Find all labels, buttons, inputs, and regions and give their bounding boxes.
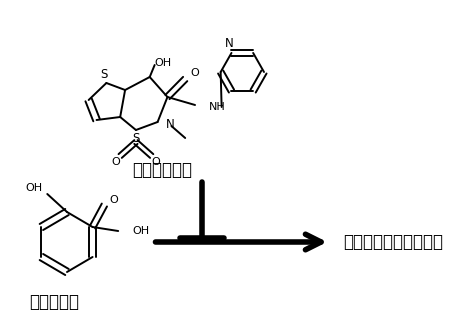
Text: S: S <box>101 68 108 81</box>
Text: S: S <box>132 133 139 146</box>
Text: OH: OH <box>25 183 42 193</box>
Text: O: O <box>151 157 160 167</box>
Text: N: N <box>225 37 234 50</box>
Text: O: O <box>112 157 121 167</box>
Text: サリチル酸: サリチル酸 <box>29 293 79 311</box>
Text: N: N <box>166 118 174 131</box>
Text: 植物免疫応答の活性化: 植物免疫応答の活性化 <box>343 233 443 251</box>
Text: O: O <box>110 195 118 205</box>
Text: O: O <box>190 68 199 78</box>
Text: NH: NH <box>209 102 226 112</box>
Text: OH: OH <box>132 226 149 236</box>
Text: テノキシカム: テノキシカム <box>132 161 192 179</box>
Text: OH: OH <box>154 58 172 68</box>
